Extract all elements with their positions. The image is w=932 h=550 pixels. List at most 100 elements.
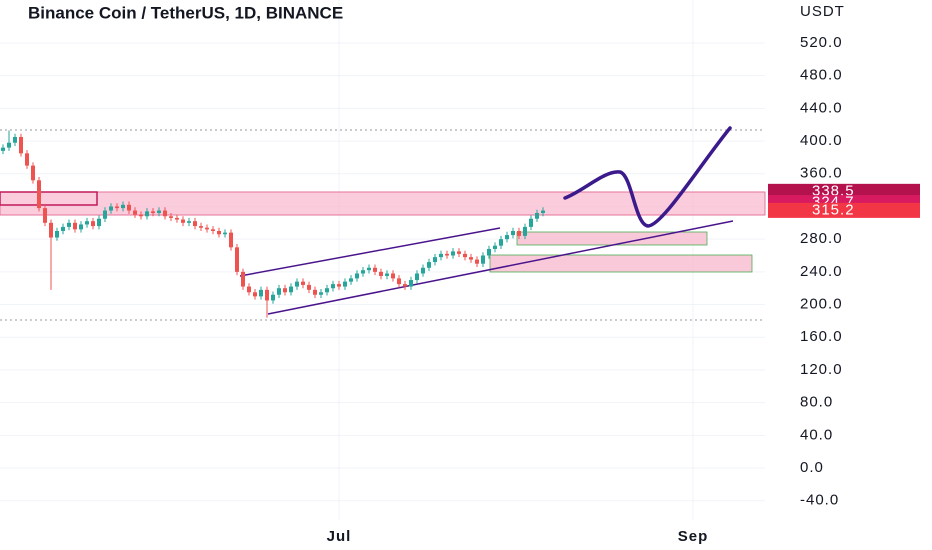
candle-body [529, 218, 533, 227]
candle-body [1, 147, 5, 151]
candle-body [319, 292, 323, 295]
candle-body [487, 248, 491, 256]
candle-body [259, 289, 263, 297]
candle-body [295, 281, 299, 287]
candle-body [205, 227, 209, 230]
y-tick-label: 400.0 [800, 132, 843, 149]
candle-body [289, 286, 293, 293]
candle-body [523, 226, 527, 236]
candle-body [481, 255, 485, 264]
candle-body [541, 210, 545, 214]
resistance-zone [0, 191, 766, 216]
candle-body [55, 230, 59, 238]
candle-body [25, 153, 29, 166]
candle-body [211, 229, 215, 231]
candle-body [37, 180, 41, 209]
candle-body [337, 284, 341, 287]
candle-body [349, 278, 353, 282]
candles [1, 130, 545, 318]
candle-body [127, 204, 131, 211]
trend-line [239, 227, 501, 277]
support-zone [489, 254, 753, 273]
candle-body [301, 281, 305, 285]
candle-body [373, 267, 377, 272]
candle-body [433, 257, 437, 263]
candle-body [175, 217, 179, 220]
candle-body [511, 230, 515, 236]
candle-body [13, 136, 17, 143]
x-tick-label: Jul [327, 528, 352, 545]
candle-body [49, 222, 53, 238]
candle-body [43, 208, 47, 223]
candle-body [193, 221, 197, 227]
y-tick-label: 480.0 [800, 67, 843, 84]
y-tick-label: -40.0 [800, 492, 839, 509]
candle-body [79, 224, 83, 230]
y-tick-label: 160.0 [800, 328, 843, 345]
candle-body [535, 213, 539, 219]
candle-body [187, 221, 191, 223]
candle-body [97, 218, 101, 227]
candle-body [379, 271, 383, 276]
y-tick-label: 440.0 [800, 99, 843, 116]
candle-body [325, 288, 329, 293]
candle-body [61, 226, 65, 231]
candle-body [181, 219, 185, 223]
price-label-box [768, 183, 920, 199]
y-tick-label: 0.0 [800, 459, 824, 476]
candle-body [91, 221, 95, 227]
candle-body [457, 251, 461, 254]
candle-body [235, 247, 239, 272]
candle-body [355, 273, 359, 279]
candle-body [313, 289, 317, 295]
candle-body [133, 210, 137, 215]
price-label: 338.5 [812, 182, 855, 199]
candle-body [115, 206, 119, 209]
candle-body [169, 216, 173, 218]
candle-body [229, 232, 233, 248]
price-label: 315.2 [812, 201, 855, 218]
candle-body [109, 206, 113, 211]
y-tick-label: 280.0 [800, 230, 843, 247]
support-zone [516, 231, 708, 246]
candle-body [331, 284, 335, 289]
candle-body [307, 284, 311, 290]
zone-box [0, 191, 98, 206]
candle-body [151, 211, 155, 214]
candle-body [67, 222, 71, 227]
candle-body [409, 280, 413, 287]
candle-body [223, 232, 227, 235]
candle-body [499, 239, 503, 246]
projection-path [563, 126, 732, 228]
candle-body [403, 284, 407, 287]
candle-body [397, 278, 401, 285]
candle-body [367, 267, 371, 271]
candle-body [85, 221, 89, 225]
candle-body [103, 210, 107, 219]
axis-unit: USDT [800, 3, 845, 20]
candle-body [31, 165, 35, 181]
candle-body [277, 288, 281, 295]
y-tick-label: 80.0 [800, 394, 833, 411]
candle-body [427, 262, 431, 268]
candle-body [415, 273, 419, 281]
candle-body [157, 210, 161, 214]
candle-body [517, 230, 521, 236]
candle-body [73, 222, 77, 230]
candle-body [271, 294, 275, 301]
candle-body [493, 245, 497, 249]
y-tick-label: 120.0 [800, 361, 843, 378]
candle-body [19, 136, 23, 154]
candle-body [283, 288, 287, 293]
candle-body [391, 273, 395, 279]
candle-body [265, 289, 269, 301]
price-label-box [768, 202, 920, 218]
candle-body [217, 230, 221, 235]
candle-body [247, 286, 251, 293]
candle-body [445, 253, 449, 256]
candle-body [385, 273, 389, 276]
candle-body [199, 226, 203, 228]
y-tick-label: 360.0 [800, 165, 843, 182]
candle-body [343, 281, 347, 287]
